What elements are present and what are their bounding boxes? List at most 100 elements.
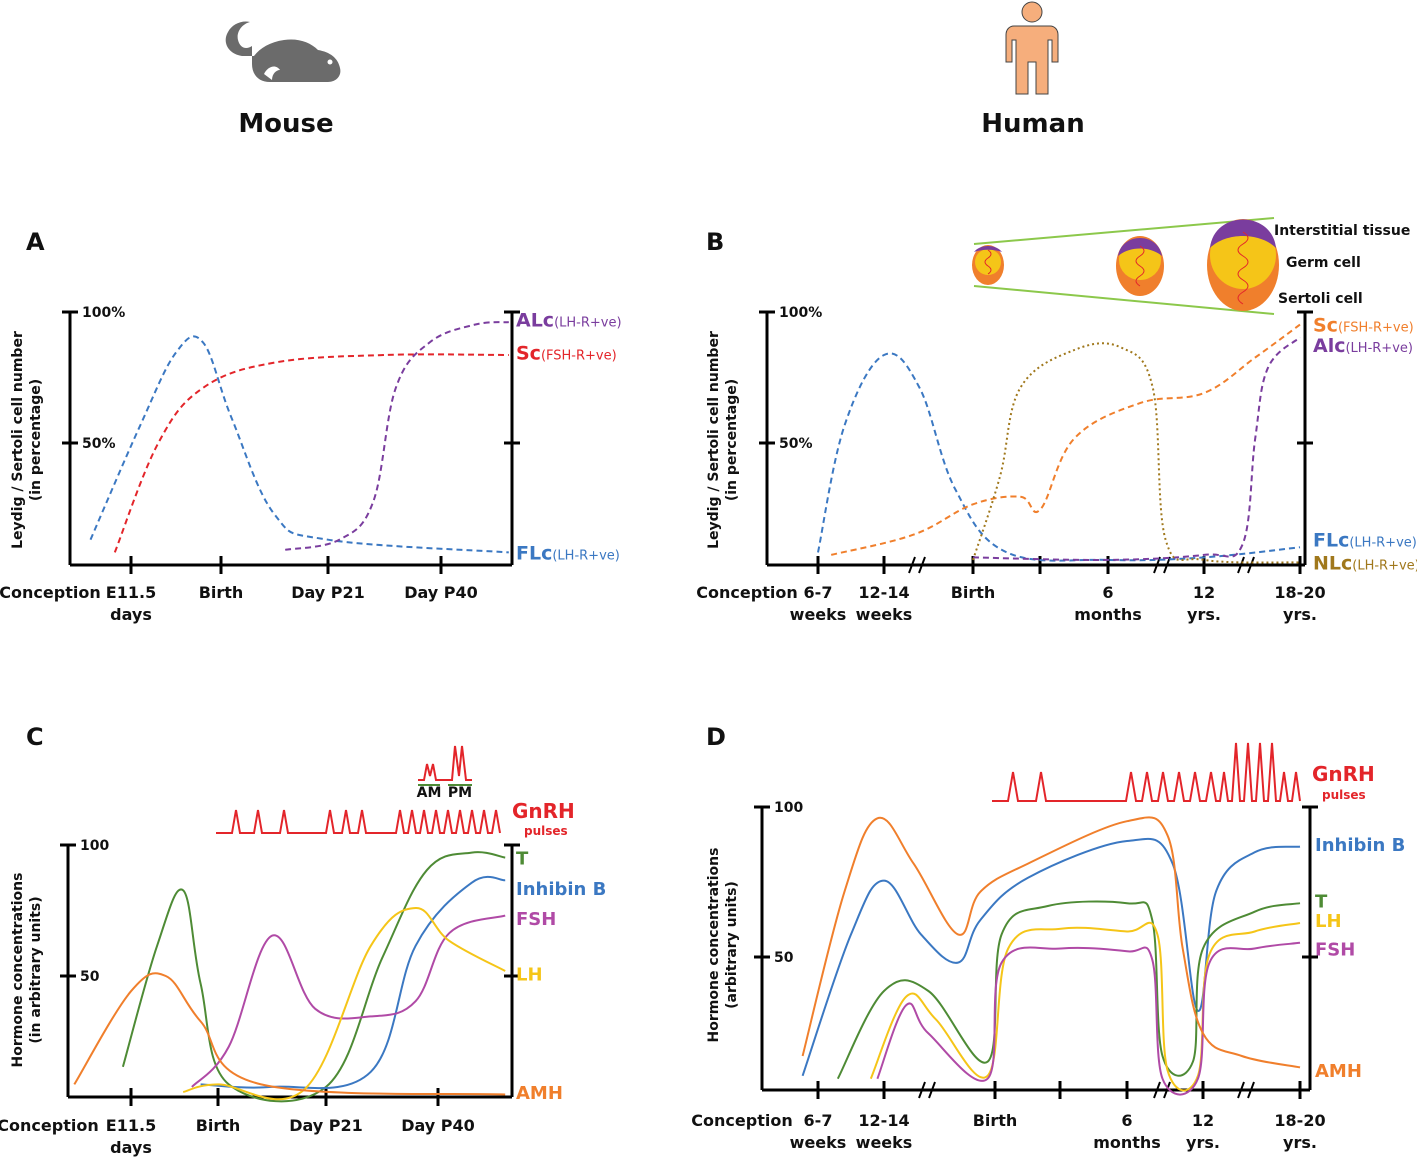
panel-d-chart: 100 50 Hormone concentrations (arbitrary un… (691, 800, 1405, 1152)
series-t-line-d (836, 900, 1301, 1080)
axis-break-b (918, 556, 926, 574)
gnrh-pulses-human: GnRH pulses (992, 742, 1375, 802)
series-amh-line-d (801, 816, 1301, 1069)
x-tick-label-c: Birth (196, 1116, 241, 1135)
x-tick-label-a: Conception (0, 583, 101, 602)
x-tick-label-a: E11.5 (106, 583, 156, 602)
x-tick-label-d: weeks (790, 1133, 847, 1152)
series-label-fsh-d: FSH (1315, 940, 1355, 961)
series-sc-line-b (830, 323, 1301, 556)
axis-break-d (1237, 1081, 1245, 1099)
x-tick-label-d: 12 (1192, 1111, 1214, 1130)
series-amh-line-c (73, 972, 506, 1096)
pulses-label-c: pulses (524, 824, 568, 838)
x-tick-label-c: Day P40 (401, 1116, 475, 1135)
y-tick-label-b: 50% (779, 436, 813, 452)
series-flc-line-b (817, 352, 1301, 562)
y-tick-label-d: 100 (774, 800, 803, 816)
series-label-sc-a: Sc(FSH-R+ve) (516, 342, 617, 364)
gnrh-label-c: GnRH (512, 799, 575, 823)
y-tick-label-d: 50 (774, 950, 794, 966)
mouse-icon (225, 21, 341, 82)
testis-medium (1116, 236, 1164, 296)
series-fsh-line-c (191, 914, 506, 1088)
x-tick-label-c: Conception (0, 1116, 99, 1135)
series-lh-line-c (182, 906, 506, 1101)
series-label-flc-a: FLc(LH-R+ve) (516, 542, 620, 564)
y-axis-label-line: Leydig / Sertoli cell number (706, 331, 722, 549)
y-axis-label-line: (arbitrary units) (724, 881, 740, 1009)
x-tick-label-b: 12-14 (858, 583, 909, 602)
y-axis-label-line: Hormone concentrations (706, 848, 722, 1043)
y-axis-label-d: Hormone concentrations (arbitrary units) (706, 848, 740, 1043)
series-label-amh-c: AMH (516, 1083, 563, 1104)
series-flc-line-a (89, 335, 509, 554)
series-label-flc-b: FLc(LH-R+ve) (1313, 530, 1417, 552)
x-tick-label-b: yrs. (1283, 605, 1317, 624)
panel-a-chart: 100% 50% Leydig / Sertoli cell number (in p… (0, 305, 622, 624)
axis-break-d (918, 1081, 926, 1099)
series-inhibin-b-line-c (200, 875, 506, 1090)
series-label-amh-d: AMH (1315, 1061, 1362, 1082)
x-tick-label-c: Day P21 (289, 1116, 363, 1135)
y-axis-label-b: Leydig / Sertoli cell number (in percenta… (706, 331, 740, 549)
x-tick-label-d: yrs. (1186, 1133, 1220, 1152)
y-axis-label-line: (in percentage) (28, 379, 44, 501)
x-tick-label-b: 12 (1193, 583, 1215, 602)
panel-b-chart: 100% 50% Leydig / Sertoli cell number (in p… (696, 305, 1417, 624)
x-tick-label-d: weeks (856, 1133, 913, 1152)
x-tick-label-d: 18-20 (1274, 1111, 1325, 1130)
series-label-sc-b: Sc(FSH-R+ve) (1313, 315, 1414, 337)
legend-sertoli: Sertoli cell (1278, 291, 1363, 307)
series-nlc-line-b (972, 342, 1301, 564)
x-tick-label-d: Conception (691, 1111, 792, 1130)
series-t-line-c (121, 851, 506, 1103)
series-label-t-c: T (516, 849, 529, 870)
testis-inset: Interstitial tissue Germ cell Sertoli ce… (972, 217, 1410, 315)
series-label-alc-b: Alc(LH-R+ve) (1313, 335, 1413, 357)
series-label-inhibin-b-d: Inhibin B (1315, 835, 1405, 856)
panel-letter-c: C (26, 723, 44, 751)
y-tick-label-b: 100% (779, 305, 822, 321)
series-label-alc-a: ALc(LH-R+ve) (516, 310, 622, 332)
x-tick-label-b: Birth (951, 583, 996, 602)
x-tick-label-d: yrs. (1283, 1133, 1317, 1152)
series-lh-line-d (869, 921, 1301, 1092)
y-axis-label-line: (in percentage) (724, 379, 740, 501)
x-tick-label-b: weeks (856, 605, 913, 624)
x-tick-label-b: 6-7 (804, 583, 833, 602)
x-tick-label-d: 6 (1121, 1111, 1132, 1130)
panel-letter-d: D (706, 723, 726, 751)
x-tick-label-a: Day P21 (291, 583, 365, 602)
inset-line-top (973, 217, 1275, 245)
series-fsh-line-d (876, 941, 1301, 1096)
y-axis-label-line: Hormone concentrations (10, 873, 26, 1068)
x-tick-label-b: Conception (696, 583, 797, 602)
axis-break-d (1163, 1081, 1171, 1099)
series-label-nlc-b: NLc(LH-R+ve) (1313, 552, 1417, 574)
x-tick-label-d: months (1093, 1133, 1161, 1152)
pm-label: PM (448, 785, 472, 801)
axis-break-b (1153, 556, 1161, 574)
x-tick-label-c: days (110, 1138, 152, 1157)
panel-letter-b: B (706, 228, 724, 256)
human-icon (1005, 1, 1059, 95)
x-tick-label-a: Birth (199, 583, 244, 602)
series-label-lh-c: LH (516, 965, 543, 986)
series-label-inhibin-b-c: Inhibin B (516, 879, 606, 900)
mouse-title: Mouse (238, 109, 333, 139)
x-tick-label-a: days (110, 605, 152, 624)
series-label-lh-d: LH (1315, 911, 1342, 932)
axis-break-d (1153, 1081, 1161, 1099)
series-alc-line-a (285, 321, 509, 551)
testis-large (1207, 219, 1279, 311)
axis-break-d (1247, 1081, 1255, 1099)
axis-break-b (1237, 556, 1245, 574)
y-tick-label-a: 50% (82, 436, 116, 452)
legend-germ: Germ cell (1286, 255, 1361, 271)
x-tick-label-d: 12-14 (858, 1111, 909, 1130)
x-tick-label-b: 18-20 (1274, 583, 1325, 602)
series-alc-line-b (972, 336, 1301, 561)
human-title: Human (981, 109, 1084, 139)
